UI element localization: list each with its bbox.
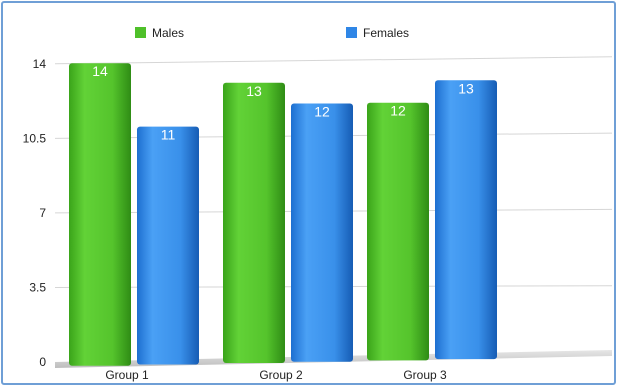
y-tick-label: 14 [33,57,47,71]
bar-males-group-1: 14 [69,63,131,366]
bar-value-label: 11 [161,127,176,143]
bar [435,80,497,360]
legend-swatch [135,27,146,38]
bar [223,82,285,363]
x-category-label: Group 1 [105,368,149,382]
legend-item-females: Females [346,26,409,40]
bar [137,126,199,365]
y-tick-label: 7 [39,206,46,220]
bar-value-label: 14 [92,63,108,79]
bar-females-group-1: 11 [137,126,199,365]
y-tick-label: 3.5 [29,280,46,294]
bar-females-group-2: 12 [291,103,353,362]
legend-swatch [346,27,357,38]
legend-label: Males [152,26,184,40]
bars: 14 11 13 12 12 13 [69,63,497,366]
bar-value-label: 13 [246,83,262,99]
y-axis: 0 3.5 7 10.5 14 [23,57,47,369]
legend: Males Females [135,26,409,40]
x-category-label: Group 2 [259,368,303,382]
x-category-label: Group 3 [403,368,447,382]
y-tick-label: 10.5 [23,131,47,145]
bar-value-label: 12 [390,103,406,119]
bar [367,102,429,361]
bar-males-group-3: 12 [367,102,429,361]
x-axis: Group 1 Group 2 Group 3 [105,368,447,382]
legend-label: Females [363,26,409,40]
y-tick-label: 0 [39,355,46,369]
bar-males-group-2: 13 [223,82,285,363]
bar [69,63,131,366]
bar [291,103,353,362]
gridline [54,56,613,65]
bar-value-label: 13 [458,80,474,96]
bar-females-group-3: 13 [435,80,497,360]
legend-item-males: Males [135,26,184,40]
bar-value-label: 12 [314,104,330,120]
